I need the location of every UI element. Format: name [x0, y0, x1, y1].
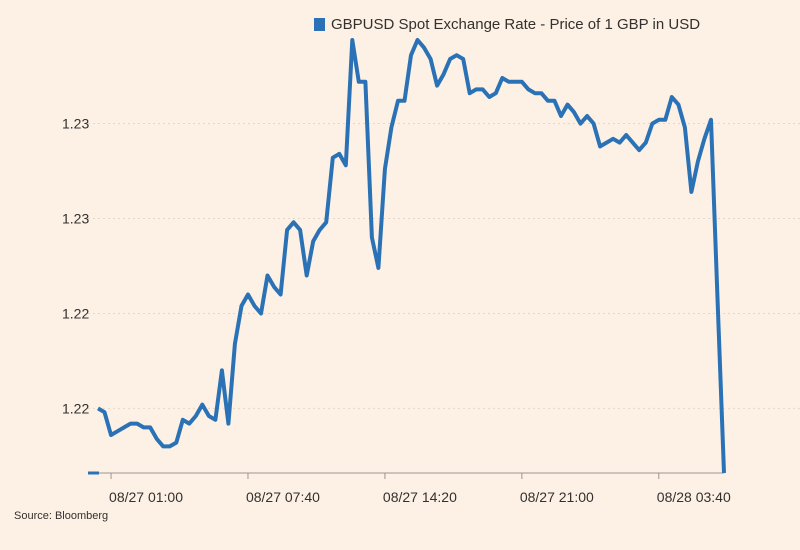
series-layer	[88, 38, 726, 475]
x-tick-label: 08/27 21:00	[520, 489, 594, 505]
source-note: Source: Bloomberg	[14, 510, 109, 522]
y-tick-label: 1.22	[62, 400, 89, 416]
legend-swatch	[314, 18, 325, 31]
series-line	[96, 38, 726, 474]
x-tick-label: 08/27 14:20	[383, 489, 457, 505]
legend-label: GBPUSD Spot Exchange Rate - Price of 1 G…	[331, 16, 701, 33]
x-tick-label: 08/28 03:40	[657, 489, 731, 505]
gridlines	[88, 123, 800, 409]
x-axis: 08/27 01:00 08/27 07:40 08/27 14:20 08/27 2…	[109, 473, 731, 505]
x-tick-label: 08/27 01:00	[109, 489, 183, 505]
y-axis: 1.22 1.22 1.23 1.23	[62, 116, 89, 417]
y-tick-label: 1.23	[62, 211, 89, 227]
legend: GBPUSD Spot Exchange Rate - Price of 1 G…	[314, 16, 700, 33]
x-tick-label: 08/27 07:40	[246, 489, 320, 505]
y-tick-label: 1.22	[62, 305, 89, 321]
y-tick-label: 1.23	[62, 116, 89, 132]
